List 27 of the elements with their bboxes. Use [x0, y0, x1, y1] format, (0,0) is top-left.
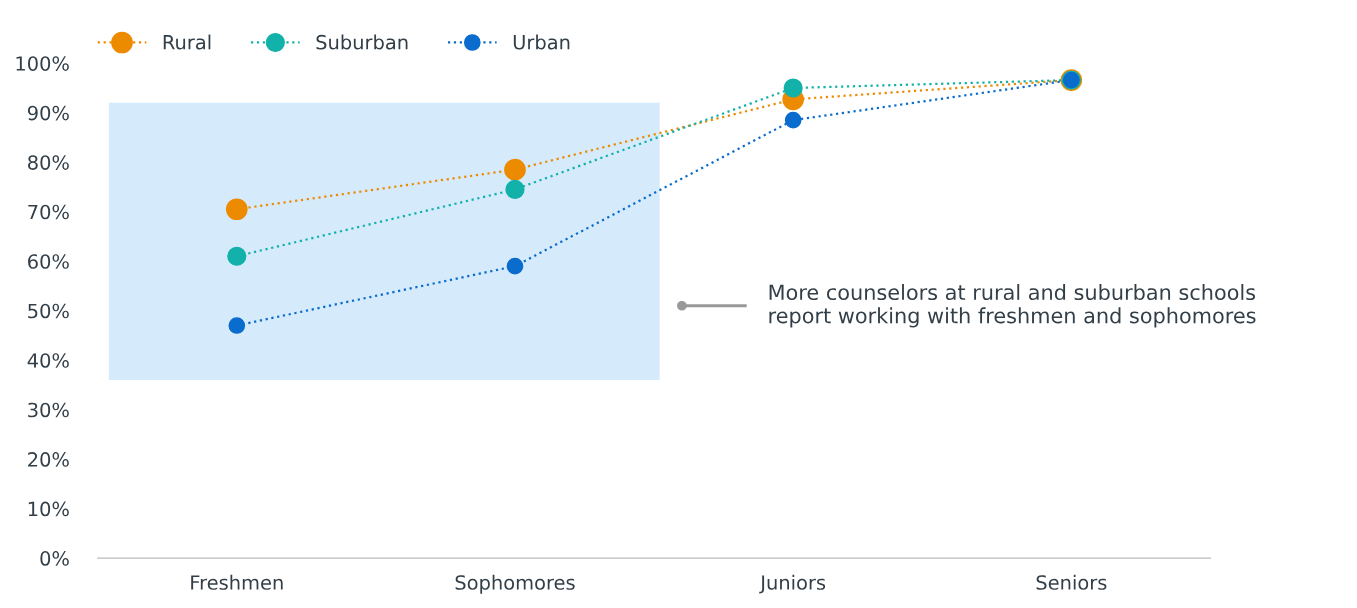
y-tick-label: 80% — [28, 155, 69, 170]
legend-label: Urban — [513, 34, 570, 50]
y-tick-label: 90% — [27, 105, 69, 121]
legend-label: Suburban — [316, 34, 408, 50]
legend-label: Rural — [163, 34, 211, 50]
x-tick-label: Juniors — [759, 574, 826, 594]
y-tick-label: 70% — [28, 204, 69, 220]
point — [504, 158, 526, 181]
y-tick-label: 40% — [27, 353, 69, 368]
y-tick-label: 30% — [28, 402, 69, 418]
y-tick-label: 0% — [40, 551, 69, 566]
point — [225, 198, 248, 221]
x-tick-label: Freshmen — [191, 574, 283, 590]
y-tick-label: 100% — [16, 56, 69, 71]
point — [228, 317, 246, 334]
point — [784, 111, 802, 129]
point — [783, 78, 803, 98]
x-tick-label: Seniors — [1036, 574, 1107, 590]
y-tick-label: 50% — [28, 303, 69, 319]
y-tick-label: 60% — [28, 254, 69, 269]
y-tick-label: 10% — [28, 501, 69, 517]
point — [227, 246, 247, 266]
point — [506, 257, 524, 275]
annotation: More counselors at rural and suburban schools report working with freshmen and sophomores — [769, 283, 1256, 328]
y-tick-label: 20% — [28, 452, 69, 467]
point — [505, 179, 525, 200]
x-tick-label: Sophomores — [455, 574, 575, 594]
